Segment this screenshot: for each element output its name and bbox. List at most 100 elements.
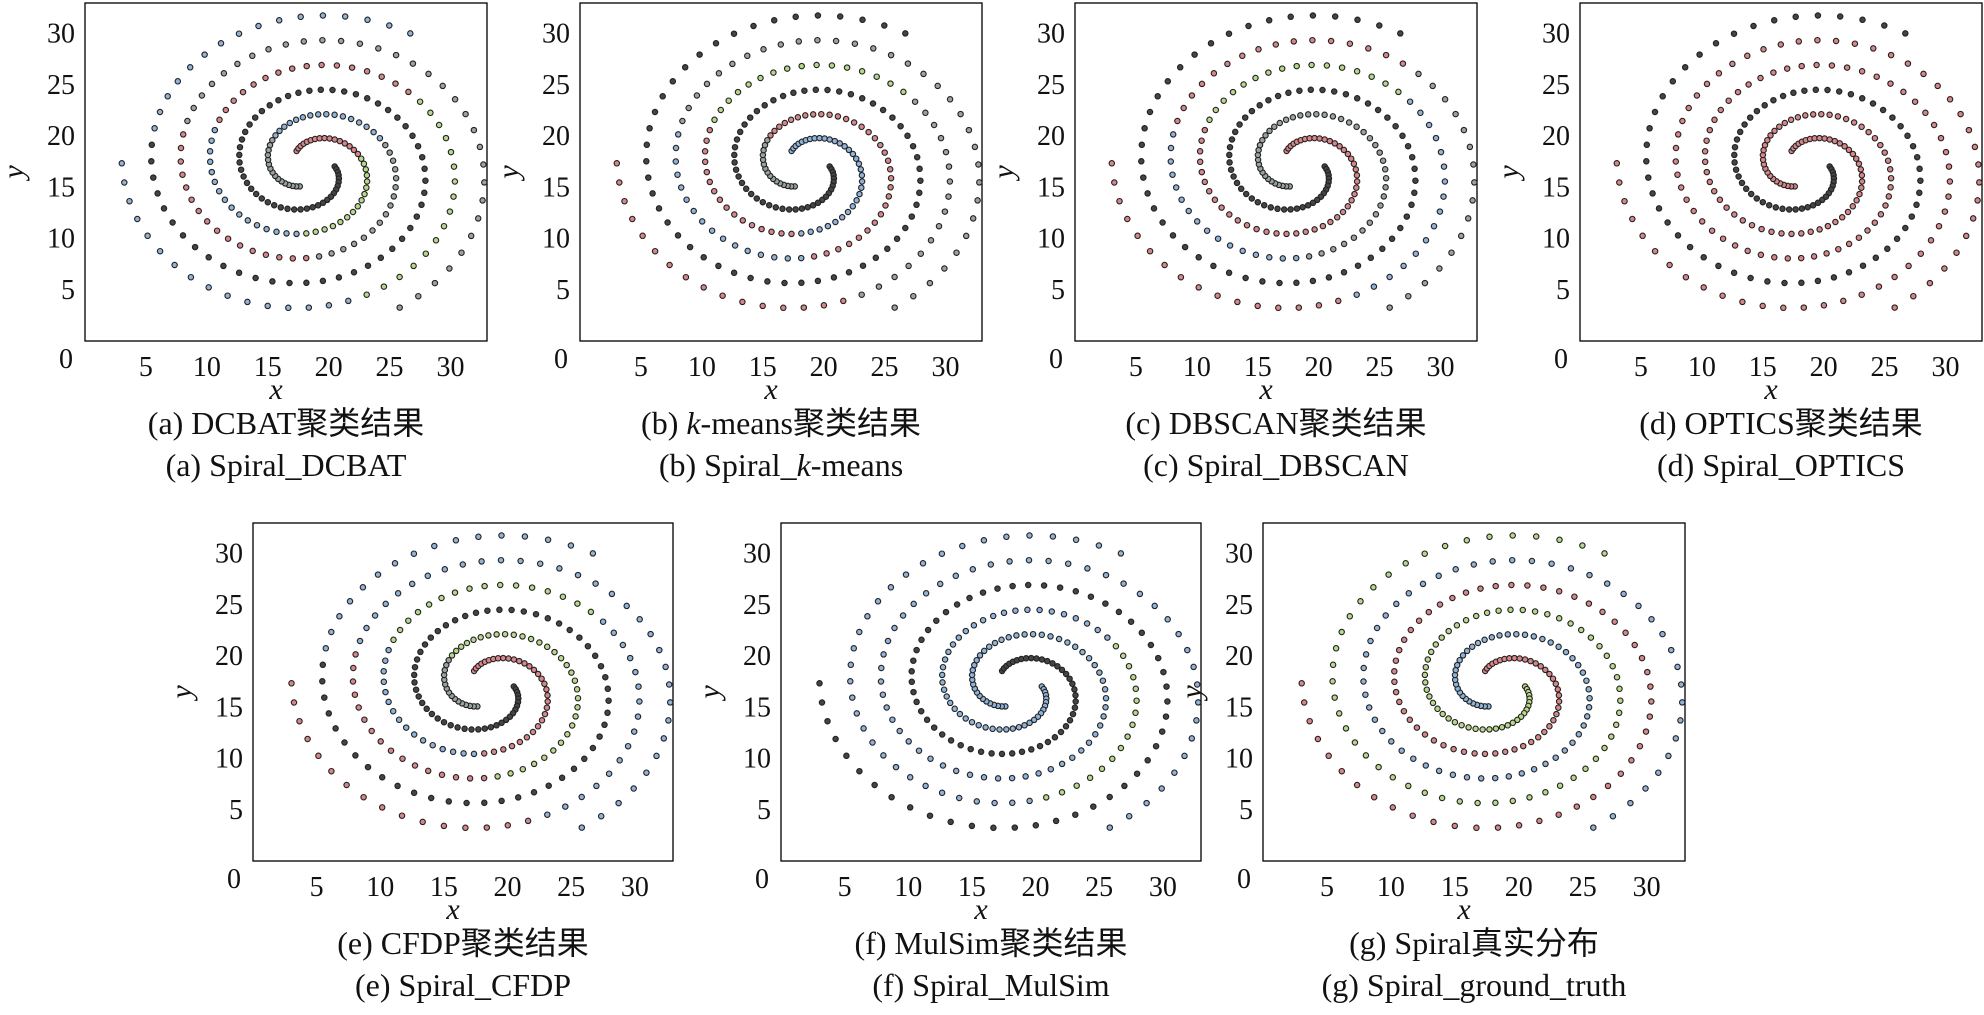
data-point (1331, 140, 1339, 147)
data-point (303, 279, 310, 287)
data-point (959, 542, 966, 550)
data-point (1169, 232, 1177, 239)
data-point (1781, 119, 1789, 127)
data-point (976, 652, 984, 659)
data-point (405, 617, 412, 624)
data-point (1102, 694, 1110, 702)
data-point (858, 68, 866, 75)
data-point (410, 789, 418, 797)
data-point (1362, 691, 1369, 698)
data-point (1117, 550, 1125, 557)
data-point (516, 738, 524, 746)
data-point (830, 274, 838, 281)
data-point (1366, 219, 1374, 226)
data-point (1514, 716, 1521, 724)
origin-label: 0 (554, 344, 568, 375)
data-point (938, 550, 946, 557)
data-point (1441, 542, 1449, 550)
data-point (1265, 69, 1272, 76)
data-point (462, 110, 469, 118)
data-point (1451, 822, 1459, 830)
data-point (1552, 754, 1559, 761)
data-point (842, 115, 850, 123)
data-point (1616, 179, 1623, 186)
data-point (851, 40, 859, 47)
data-point (1338, 628, 1345, 636)
arm-inner (847, 532, 1140, 807)
data-point (1407, 626, 1415, 634)
data-point (215, 187, 223, 195)
data-point (1144, 757, 1151, 764)
data-point (1242, 274, 1249, 282)
data-point (538, 717, 546, 724)
data-point (484, 607, 491, 614)
data-point (1477, 775, 1485, 782)
data-point (792, 206, 799, 213)
data-point (889, 114, 896, 121)
data-point (1830, 274, 1838, 281)
data-point (454, 724, 461, 731)
data-point (1622, 629, 1629, 637)
data-point (1280, 206, 1288, 213)
data-point (1904, 132, 1911, 140)
data-point (1193, 717, 1200, 724)
x-tick-label: 5 (310, 872, 324, 903)
data-point (623, 602, 630, 610)
data-point (536, 639, 543, 646)
data-point (376, 134, 384, 142)
data-point (302, 254, 310, 262)
data-point (1377, 202, 1384, 209)
data-point (798, 205, 806, 212)
data-point (462, 824, 469, 832)
data-point (685, 104, 692, 112)
data-point (1544, 610, 1551, 618)
data-point (738, 179, 746, 187)
data-point (1435, 767, 1443, 775)
data-point (814, 199, 822, 207)
y-tick-label: 25 (743, 590, 771, 621)
data-point (1353, 172, 1361, 179)
data-point (559, 593, 567, 600)
data-point (1296, 87, 1303, 94)
y-axis-label: y (492, 165, 525, 182)
data-point (350, 269, 358, 276)
data-point (1682, 273, 1690, 281)
data-point (1214, 292, 1221, 299)
data-point (303, 205, 311, 212)
data-point (649, 190, 656, 197)
data-point (966, 594, 973, 602)
data-point (414, 142, 422, 150)
data-point (1066, 717, 1074, 724)
data-point (605, 770, 613, 777)
data-point (328, 628, 335, 636)
data-point (417, 648, 424, 656)
data-point (665, 681, 673, 688)
data-point (1700, 254, 1707, 261)
data-point (386, 149, 393, 156)
data-point (1701, 148, 1709, 155)
data-point (1404, 142, 1412, 150)
data-point (363, 291, 370, 298)
data-point (1934, 82, 1941, 90)
data-point (375, 45, 382, 52)
data-point (435, 121, 443, 129)
data-point (1509, 532, 1516, 539)
data-point (1230, 173, 1237, 180)
data-point (1853, 197, 1860, 204)
data-point (363, 172, 371, 179)
arm-inner (319, 532, 612, 807)
data-point (151, 125, 158, 132)
data-point (398, 235, 406, 243)
data-point (1845, 240, 1853, 248)
data-point (250, 81, 257, 88)
data-point (1138, 158, 1145, 165)
data-point (900, 88, 907, 96)
data-point (1465, 724, 1472, 731)
data-point (615, 799, 622, 807)
data-point (555, 620, 563, 627)
data-point (1329, 678, 1336, 685)
data-point (1715, 70, 1723, 77)
data-point (1388, 738, 1395, 745)
data-point (1181, 243, 1189, 251)
data-point (396, 304, 403, 311)
